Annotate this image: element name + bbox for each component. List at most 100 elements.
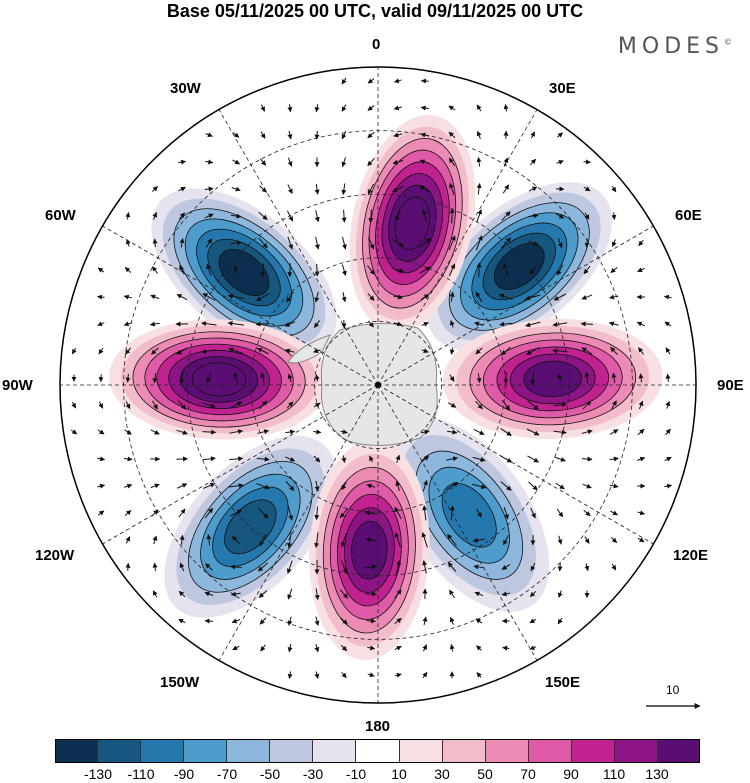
colorbar-swatch: [227, 739, 271, 763]
wind-vector: [557, 373, 563, 383]
wind-vector: [394, 506, 402, 520]
wind-vector: [501, 591, 511, 597]
wind-vector: [501, 564, 511, 570]
wind-vector: [530, 507, 536, 519]
colorbar-tick-label: -110: [127, 766, 155, 782]
wind-vector: [475, 235, 483, 251]
colorbar-swatch: [528, 739, 572, 763]
wind-vector: [340, 532, 347, 548]
wind-vector: [313, 402, 321, 408]
wind-vector: [503, 104, 509, 112]
wind-vector: [472, 537, 485, 543]
wind-vector: [230, 213, 242, 219]
wind-vector: [287, 184, 293, 195]
wind-vector: [202, 456, 216, 462]
wind-vector: [204, 618, 213, 624]
wind-vector: [529, 618, 537, 624]
wind-vector: [228, 347, 244, 355]
wind-vector: [529, 645, 537, 650]
wind-vector: [665, 373, 671, 382]
wind-vector: [530, 562, 536, 572]
colorbar-tick-label: -50: [259, 766, 281, 782]
wind-vector: [611, 212, 617, 221]
wind-vector: [394, 589, 402, 599]
wind-vector: [125, 401, 131, 410]
wind-vector: [150, 483, 160, 489]
colorbar-swatch: [55, 739, 99, 763]
lon-label-60e: 60E: [675, 207, 702, 224]
wind-vector: [179, 372, 185, 385]
wind-vector: [233, 265, 239, 275]
wind-vector: [392, 267, 405, 273]
wind-vector: [287, 157, 293, 167]
wind-vector: [255, 321, 270, 327]
wind-vector: [341, 130, 347, 140]
wind-vector: [367, 78, 375, 84]
wind-vector: [557, 562, 563, 572]
wind-vector: [422, 479, 428, 492]
brand-name: MODES: [617, 34, 724, 59]
colorbar-swatch: [442, 739, 486, 763]
wind-vector: [476, 508, 482, 518]
wind-vector: [499, 455, 513, 463]
colorbar-tick-label: -70: [216, 766, 238, 782]
lon-label-120e: 120E: [673, 547, 709, 564]
wind-vector: [581, 456, 593, 462]
wind-vector: [229, 456, 244, 462]
wind-vector: [368, 209, 374, 224]
wind-vector: [584, 563, 590, 572]
wind-vector: [227, 321, 244, 326]
wind-vector: [284, 321, 296, 327]
wind-vector: [609, 429, 619, 435]
colorbar-swatch: [657, 739, 700, 763]
wind-vector: [584, 238, 590, 248]
wind-vector: [339, 507, 349, 519]
wind-vector: [393, 105, 402, 111]
wind-vector: [204, 213, 214, 219]
wind-vector: [71, 347, 77, 355]
lon-label-90w: 90W: [2, 377, 33, 394]
wind-vector: [314, 532, 320, 548]
lon-label-120w: 120W: [35, 547, 75, 564]
colorbar-tick-label: 70: [520, 766, 536, 782]
wind-vector: [367, 293, 375, 301]
wind-vector: [341, 104, 347, 112]
wind-vector: [206, 373, 212, 384]
wind-vector: [97, 321, 105, 326]
modes-logo: MODES©: [618, 34, 732, 59]
wind-vector: [313, 348, 321, 354]
wind-vector: [447, 562, 457, 572]
wind-vector: [201, 321, 217, 327]
wind-vector: [638, 400, 644, 410]
south-pole-marker: [375, 382, 381, 388]
wind-vector: [557, 590, 563, 598]
wind-vector: [367, 157, 375, 167]
wind-vector: [365, 537, 377, 543]
wind-vector: [529, 590, 537, 598]
wind-vector: [503, 157, 509, 167]
wind-vector: [286, 291, 294, 303]
wind-vector: [313, 429, 322, 435]
wind-vector: [420, 78, 429, 84]
wind-vector: [286, 401, 294, 409]
wind-vector: [394, 617, 402, 625]
wind-vector: [233, 371, 239, 384]
wind-vector: [123, 294, 132, 300]
wind-vector: [472, 456, 486, 462]
wind-vector: [448, 105, 456, 111]
wind-vector: [446, 481, 458, 491]
wind-vector: [556, 264, 564, 276]
wind-vector: [367, 265, 375, 275]
wind-vector: [394, 672, 402, 678]
wind-vector: [341, 209, 347, 223]
wind-vector: [530, 371, 536, 386]
wind-vector: [472, 483, 487, 490]
wind-vector: [287, 373, 293, 383]
wind-vector: [152, 562, 158, 571]
wind-vector: [204, 591, 214, 597]
wind-vector: [584, 212, 590, 220]
wind-vector: [476, 182, 482, 195]
wind-vector: [364, 510, 377, 516]
wind-vector: [498, 293, 513, 300]
